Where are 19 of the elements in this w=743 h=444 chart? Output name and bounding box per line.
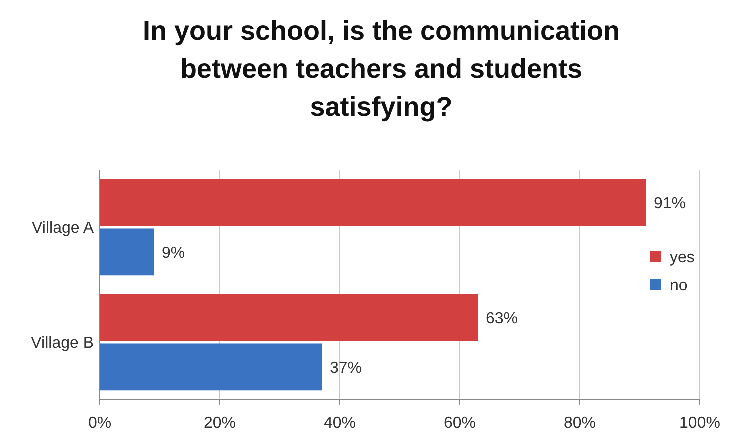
bar [100, 179, 646, 226]
x-tick-label: 60% [444, 415, 476, 432]
x-tick-label: 20% [204, 415, 236, 432]
data-label: 63% [486, 310, 518, 328]
bar [100, 344, 322, 391]
bar [100, 294, 478, 342]
data-label: 37% [330, 360, 362, 377]
x-tick-label: 80% [564, 415, 596, 432]
legend-label: yes [670, 250, 695, 267]
x-tick-label: 100% [680, 415, 720, 432]
y-tick-label: Village A [32, 220, 94, 238]
chart-title: In your school, is the communication between teachers and students satisfying? [142, 16, 620, 122]
x-tick-label: 40% [324, 415, 356, 432]
y-tick-label: Village B [31, 335, 94, 352]
bar [100, 228, 154, 276]
data-label: 91% [654, 195, 686, 212]
data-label: 9% [162, 244, 186, 262]
x-tick-label: 0% [88, 415, 112, 432]
legend-label: no [670, 278, 688, 295]
